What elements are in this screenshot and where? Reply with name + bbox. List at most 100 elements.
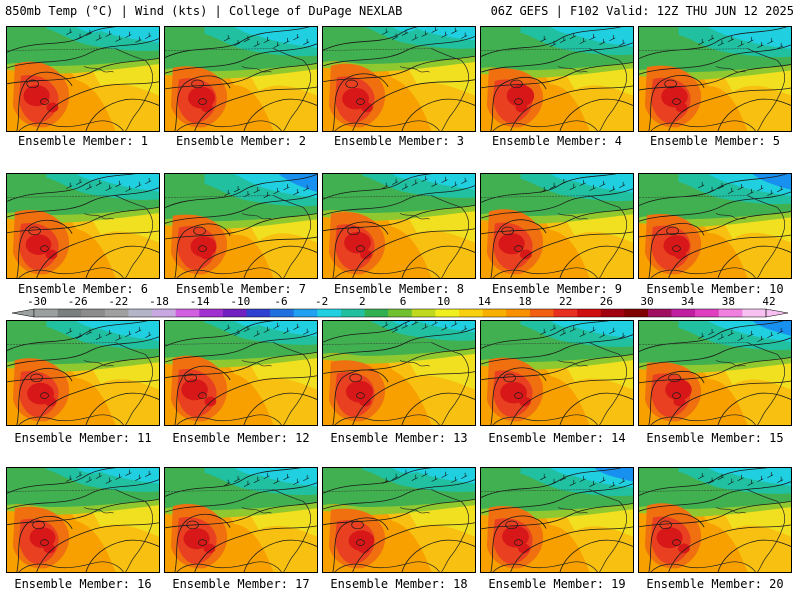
temperature-map — [639, 468, 791, 572]
colorbar-tick-label: 42 — [762, 296, 775, 308]
ensemble-map-panel — [322, 467, 476, 573]
ensemble-member-caption: Ensemble Member: 18 — [330, 577, 468, 591]
temperature-map — [323, 27, 475, 131]
colorbar-tick-label: -14 — [190, 296, 210, 308]
temperature-map — [323, 174, 475, 278]
colorbar-tick-label: -30 — [27, 296, 47, 308]
colorbar-tick-label: 38 — [722, 296, 735, 308]
colorbar-swatch — [506, 309, 531, 317]
colorbar-tick-label: -2 — [315, 296, 328, 308]
temperature-colorbar: -30 -26 -22 -18 -14 -10 -6 -2 2 6 10 14 18 22 26 30 34 38… — [0, 296, 800, 324]
colorbar-swatch — [364, 309, 389, 317]
temperature-map — [323, 468, 475, 572]
colorbar-swatch — [152, 309, 176, 317]
header-title-right: 06Z GEFS | F102 Valid: 12Z THU JUN 12 20… — [490, 4, 794, 18]
colorbar-tick-label: 18 — [518, 296, 531, 308]
ensemble-map-panel — [322, 173, 476, 279]
colorbar-swatch — [600, 309, 625, 317]
colorbar-swatch — [317, 309, 342, 317]
temperature-map — [481, 174, 633, 278]
colorbar-swatch — [293, 309, 318, 317]
ensemble-member-caption: Ensemble Member: 10 — [646, 282, 784, 296]
ensemble-member-caption: Ensemble Member: 3 — [333, 134, 465, 148]
temperature-map — [7, 174, 159, 278]
temperature-map — [481, 321, 633, 425]
colorbar-swatch — [553, 309, 578, 317]
colorbar-tick-label: -26 — [68, 296, 88, 308]
ensemble-map-panel — [638, 173, 792, 279]
ensemble-map-panel — [322, 320, 476, 426]
ensemble-member-caption: Ensemble Member: 13 — [330, 431, 468, 445]
temperature-map — [165, 174, 317, 278]
ensemble-map-panel — [164, 173, 318, 279]
colorbar-swatch — [199, 309, 224, 317]
ensemble-map-panel — [480, 320, 634, 426]
header-title-left: 850mb Temp (°C) | Wind (kts) | College o… — [5, 4, 403, 18]
colorbar-swatch — [81, 309, 106, 317]
colorbar-swatch — [435, 309, 460, 317]
colorbar-swatch — [647, 309, 672, 317]
temperature-map — [7, 27, 159, 131]
temperature-map — [165, 27, 317, 131]
colorbar-swatch — [34, 309, 58, 317]
ensemble-member-caption: Ensemble Member: 2 — [175, 134, 307, 148]
ensemble-map-panel — [164, 320, 318, 426]
ensemble-map-panel — [6, 26, 160, 132]
colorbar-tick-label: 30 — [640, 296, 653, 308]
colorbar-swatch — [671, 309, 696, 317]
colorbar-swatch — [411, 309, 436, 317]
temperature-map — [7, 321, 159, 425]
ensemble-map-panel — [480, 26, 634, 132]
temperature-map — [165, 468, 317, 572]
temperature-map — [7, 468, 159, 572]
temperature-map — [639, 27, 791, 131]
colorbar-tick-label: 26 — [600, 296, 613, 308]
colorbar-swatch — [388, 309, 413, 317]
colorbar-tick-label: 2 — [359, 296, 366, 308]
temperature-map — [639, 321, 791, 425]
ensemble-member-caption: Ensemble Member: 4 — [491, 134, 623, 148]
colorbar-swatch — [270, 309, 295, 317]
colorbar-swatch — [624, 309, 649, 317]
ensemble-map-panel — [164, 26, 318, 132]
colorbar-swatch — [482, 309, 507, 317]
ensemble-member-caption: Ensemble Member: 12 — [172, 431, 310, 445]
ensemble-map-panel — [322, 26, 476, 132]
ensemble-member-caption: Ensemble Member: 15 — [646, 431, 784, 445]
ensemble-member-caption: Ensemble Member: 1 — [17, 134, 149, 148]
ensemble-map-panel — [480, 173, 634, 279]
colorbar-swatch — [128, 309, 153, 317]
temperature-map — [481, 27, 633, 131]
colorbar-swatch — [577, 309, 602, 317]
colorbar-tick-label: 14 — [478, 296, 492, 308]
colorbar-swatch — [57, 309, 82, 317]
colorbar-swatch — [340, 309, 365, 317]
ensemble-member-caption: Ensemble Member: 5 — [649, 134, 781, 148]
ensemble-member-caption: Ensemble Member: 6 — [17, 282, 149, 296]
ensemble-member-caption: Ensemble Member: 17 — [172, 577, 310, 591]
colorbar-tick-label: 34 — [681, 296, 695, 308]
temperature-map — [323, 321, 475, 425]
temperature-map — [165, 321, 317, 425]
colorbar-swatch — [222, 309, 247, 317]
ensemble-map-panel — [6, 467, 160, 573]
colorbar-tick-label: -10 — [230, 296, 250, 308]
ensemble-map-panel — [6, 173, 160, 279]
colorbar-swatch — [695, 309, 720, 317]
colorbar-tick-label: 22 — [559, 296, 572, 308]
ensemble-map-panel — [638, 467, 792, 573]
colorbar-swatch — [246, 309, 271, 317]
colorbar-swatch — [459, 309, 483, 317]
colorbar-swatch — [718, 309, 743, 317]
temperature-map — [481, 468, 633, 572]
colorbar-tick-label: -6 — [274, 296, 287, 308]
colorbar-swatch — [104, 309, 129, 317]
colorbar-swatch — [175, 309, 200, 317]
ensemble-map-panel — [638, 26, 792, 132]
ensemble-member-caption: Ensemble Member: 19 — [488, 577, 626, 591]
ensemble-member-caption: Ensemble Member: 8 — [333, 282, 465, 296]
colorbar-tick-label: 10 — [437, 296, 450, 308]
ensemble-map-panel — [6, 320, 160, 426]
ensemble-member-caption: Ensemble Member: 9 — [491, 282, 623, 296]
colorbar-swatch — [742, 309, 767, 317]
